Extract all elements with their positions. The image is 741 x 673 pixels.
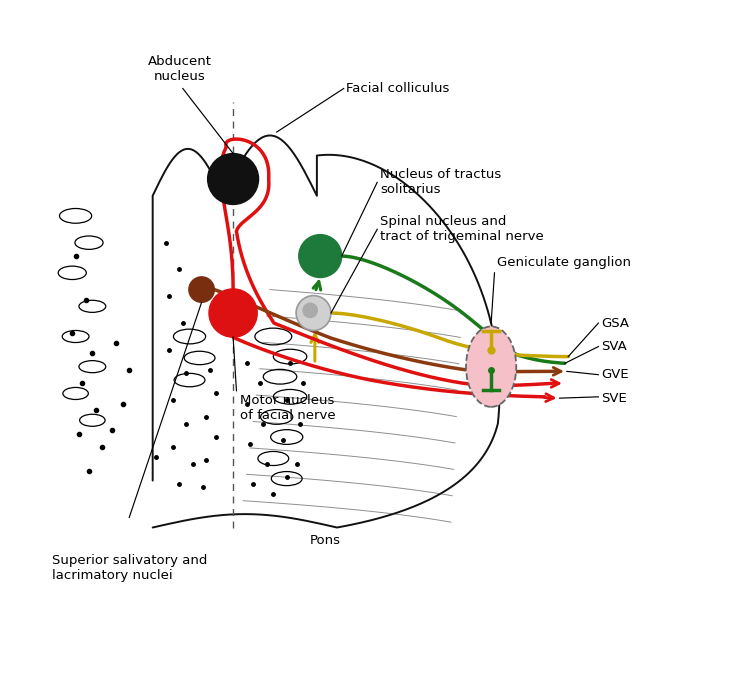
Ellipse shape xyxy=(466,326,516,407)
Text: Pons: Pons xyxy=(310,534,341,547)
Text: GVE: GVE xyxy=(601,368,628,381)
Text: Abducent
nucleus: Abducent nucleus xyxy=(147,55,211,83)
Text: SVE: SVE xyxy=(601,392,627,404)
Circle shape xyxy=(209,289,257,337)
Text: GSA: GSA xyxy=(601,316,629,330)
Circle shape xyxy=(302,303,318,318)
Circle shape xyxy=(299,235,342,277)
Text: Superior salivatory and
lacrimatory nuclei: Superior salivatory and lacrimatory nucl… xyxy=(52,554,207,581)
Text: Facial colliculus: Facial colliculus xyxy=(346,82,449,95)
Text: SVA: SVA xyxy=(601,340,627,353)
Text: Nucleus of tractus
solitarius: Nucleus of tractus solitarius xyxy=(380,168,501,197)
Text: Geniculate ganglion: Geniculate ganglion xyxy=(496,256,631,269)
Circle shape xyxy=(207,153,259,205)
Circle shape xyxy=(189,277,214,302)
Text: Spinal nucleus and
tract of trigeminal nerve: Spinal nucleus and tract of trigeminal n… xyxy=(380,215,544,243)
Circle shape xyxy=(296,295,331,330)
Polygon shape xyxy=(153,135,499,528)
Text: Motor nucleus
of facial nerve: Motor nucleus of facial nerve xyxy=(240,394,336,422)
